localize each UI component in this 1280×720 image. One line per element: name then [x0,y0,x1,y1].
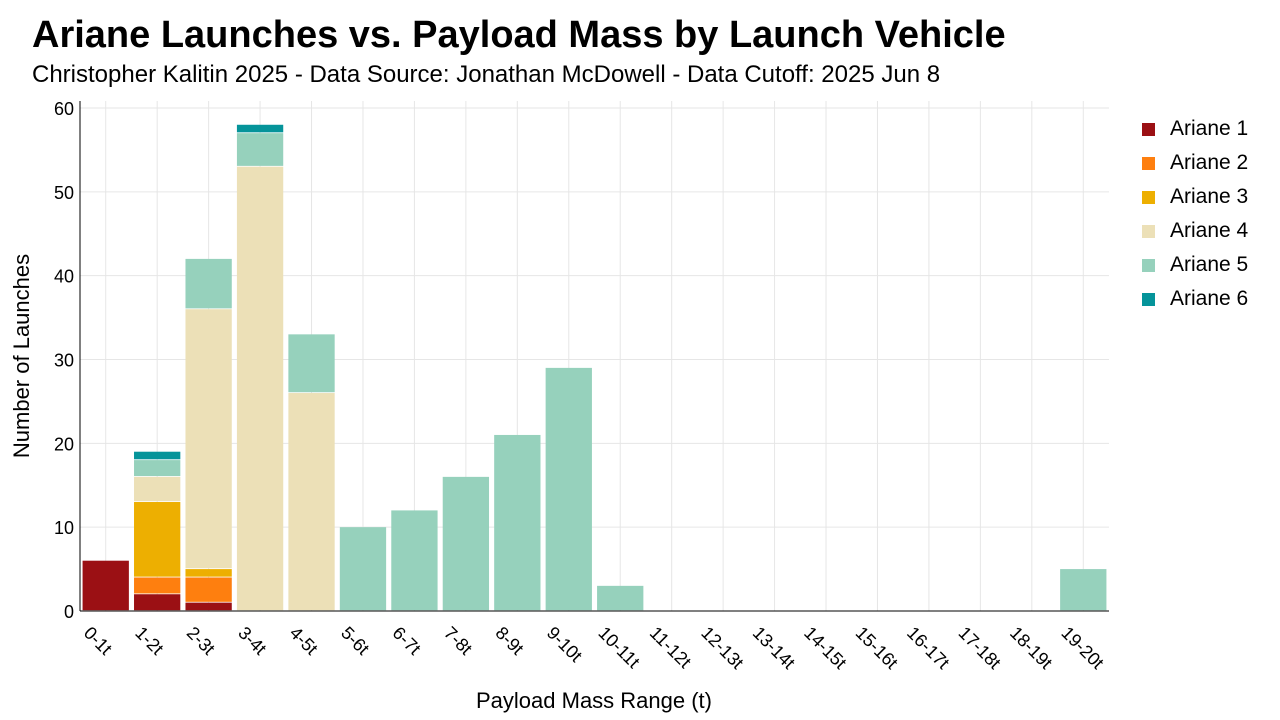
x-tick-labels: 0-1t 1-2t 2-3t 3-4t 4-5t 5-6t 6-7t 7-8t 8-9t 9-10… [80,623,1108,673]
legend-swatch [1142,190,1155,204]
y-axis-label: Number of Launches [9,254,34,458]
x-tick-label: 1-2t [131,623,167,659]
x-tick-label: 9-10t [543,623,586,666]
bar-segment [134,502,181,577]
y-tick-label: 50 [54,183,74,203]
bar-segment [339,527,387,611]
axes [79,101,1109,612]
legend-label: Ariane 6 [1170,287,1249,310]
x-tick-label: 2-3t [183,623,219,659]
bar-segment [288,393,335,611]
bars [82,124,1107,611]
bar-segment [236,124,284,133]
legend-swatch [1142,224,1155,238]
x-tick-label: 6-7t [389,623,425,659]
chart-title: Ariane Launches vs. Payload Mass by Laun… [32,14,1006,56]
legend-swatch [1142,292,1155,306]
legend-label: Ariane 2 [1170,151,1249,174]
bar-segment [236,133,284,166]
x-tick-label: 8-9t [491,623,527,659]
bar-segment [134,594,181,611]
bar-segment [134,577,181,594]
x-tick-label: 0-1t [80,623,116,659]
bar-segment [134,476,181,502]
legend-item[interactable]: Ariane 3 [1142,180,1248,214]
legend-item[interactable]: Ariane 4 [1142,214,1248,248]
legend-item[interactable]: Ariane 1 [1142,112,1248,146]
bar-segment [236,166,284,611]
y-tick-label: 30 [54,351,74,371]
bar-segment [391,510,438,611]
x-tick-label: 12-13t [697,623,747,673]
x-tick-label: 17-18t [955,623,1005,673]
chart-subtitle: Christopher Kalitin 2025 - Data Source: … [32,61,941,88]
y-tick-labels: 0 10 20 30 40 50 60 [54,99,74,622]
x-tick-label: 11-12t [646,623,695,672]
legend-label: Ariane 3 [1170,185,1249,208]
y-tick-label: 20 [54,434,74,454]
bar-segment [597,585,644,611]
x-tick-label: 13-14t [749,623,799,673]
x-tick-label: 18-19t [1006,623,1056,673]
x-tick-label: 19-20t [1057,623,1107,673]
legend-item[interactable]: Ariane 5 [1142,248,1248,282]
legend: Ariane 1 Ariane 2 Ariane 3 Ariane 4 Ariane 5… [1142,112,1248,316]
bar-segment [545,367,592,611]
x-tick-label: 4-5t [286,623,322,659]
x-tick-label: 14-15t [800,623,850,673]
bar-segment [185,258,232,309]
legend-swatch [1142,122,1155,136]
x-tick-label: 3-4t [234,623,270,659]
y-tick-label: 0 [64,602,74,622]
legend-swatch [1142,156,1155,170]
bar-segment [442,476,490,611]
legend-swatch [1142,258,1155,272]
legend-label: Ariane 1 [1170,117,1249,140]
x-tick-label: 5-6t [337,623,373,659]
bar-segment [1060,569,1107,611]
bar-segment [82,560,129,611]
bar-segment [494,434,541,611]
bar-segment [185,577,232,602]
bar-segment [185,569,232,577]
bar-segment [134,460,181,477]
legend-item[interactable]: Ariane 2 [1142,146,1248,180]
x-axis-label: Payload Mass Range (t) [476,688,712,713]
bar-segment [134,451,181,460]
legend-item[interactable]: Ariane 6 [1142,282,1248,316]
y-tick-label: 10 [54,518,74,538]
x-tick-label: 15-16t [852,623,902,673]
bar-segment [185,309,232,569]
bar-segment [288,334,335,393]
x-tick-label: 16-17t [903,623,953,673]
x-tick-label: 7-8t [440,623,476,659]
legend-label: Ariane 5 [1170,253,1249,276]
x-tick-label: 10-11t [594,623,643,672]
legend-label: Ariane 4 [1170,219,1249,242]
y-tick-label: 60 [54,99,74,119]
grid-lines [80,101,1109,612]
bar-segment [185,602,232,611]
y-tick-label: 40 [54,267,74,287]
